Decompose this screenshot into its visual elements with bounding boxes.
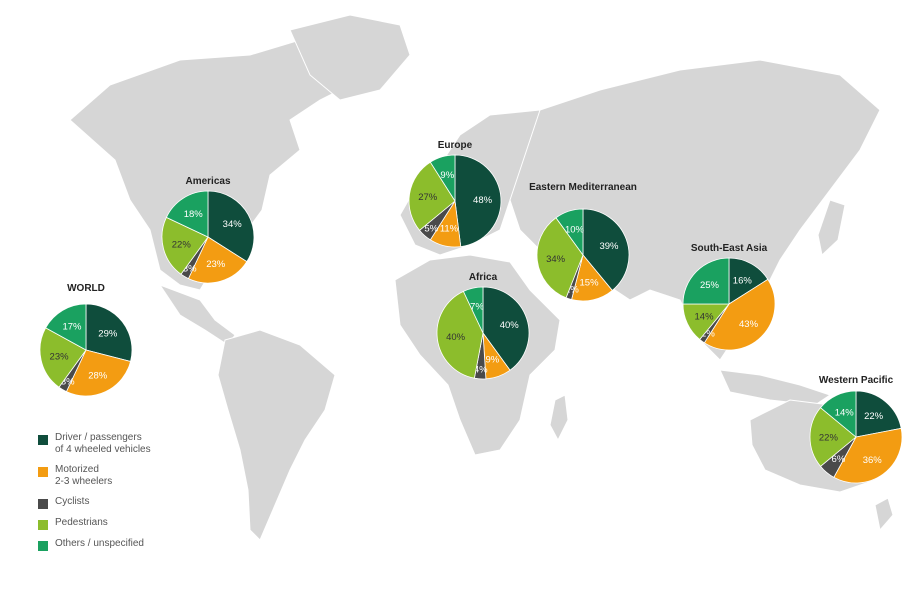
legend-swatch — [38, 520, 48, 530]
pie-south-east-asia: 16% 43% 2% 14% 25% South-East Asia — [682, 243, 776, 351]
pie-slice-pedestrians — [408, 161, 456, 231]
slice-label-4-wheeled: 29% — [98, 329, 118, 340]
pie-slice-4-wheeled — [85, 303, 133, 362]
slice-label-2-3-wheelers: 28% — [88, 370, 108, 381]
legend-label: Cyclists — [55, 496, 90, 507]
legend-item-pedestrians: Pedestrians — [38, 517, 248, 530]
pie-slice-2-3-wheelers — [833, 427, 903, 484]
map-new-zealand — [874, 497, 894, 532]
pie-slice-2-3-wheelers — [703, 278, 776, 351]
slice-label-4-wheeled: 48% — [473, 195, 493, 206]
pie-slice-4-wheeled — [855, 390, 902, 438]
slice-label-2-3-wheelers: 36% — [863, 455, 883, 466]
map-japan — [817, 199, 846, 256]
legend-swatch — [38, 541, 48, 551]
map-madagascar — [549, 394, 569, 442]
slice-label-2-3-wheelers: 43% — [739, 319, 759, 330]
pie-title: Africa — [469, 272, 498, 283]
slice-label-4-wheeled: 22% — [864, 411, 884, 422]
pie-charts: 29% 28% 3% 23% 17% WORLD 34% 23% 3% 22% 18% America… — [39, 140, 903, 484]
slice-label-others: 25% — [700, 280, 720, 291]
pie-slice-others — [429, 154, 456, 203]
legend-swatch — [38, 499, 48, 509]
slice-label-others: 9% — [440, 170, 454, 181]
map-south-america — [217, 329, 336, 541]
slice-label-pedestrians: 22% — [172, 239, 192, 250]
pie-slice-4-wheeled — [728, 257, 769, 305]
pie-slice-others — [682, 257, 730, 305]
pie-slice-pedestrians — [809, 407, 857, 467]
slice-label-cyclists: 5% — [424, 223, 438, 234]
pie-title: Americas — [185, 176, 230, 187]
legend-swatch — [38, 435, 48, 445]
pie-slice-others — [555, 208, 584, 257]
pie-title: Eastern Mediterranean — [529, 182, 637, 193]
pie-slice-others — [819, 390, 857, 438]
legend-label: Motorized 2-3 wheelers — [55, 464, 113, 487]
slice-label-pedestrians: 40% — [446, 332, 466, 343]
slice-label-4-wheeled: 40% — [500, 320, 520, 331]
slice-label-2-3-wheelers: 9% — [485, 354, 499, 365]
slice-label-others: 10% — [565, 224, 585, 235]
slice-label-cyclists: 2% — [565, 285, 579, 296]
slice-label-4-wheeled: 34% — [223, 219, 243, 230]
pie-western-pacific: 22% 36% 6% 22% 14% Western Pacific — [809, 375, 903, 484]
pie-slice-4-wheeled — [482, 286, 530, 371]
pie-slice-2-3-wheelers — [65, 349, 132, 397]
slice-label-cyclists: 6% — [832, 454, 846, 465]
pie-slice-others — [462, 286, 484, 334]
slice-label-pedestrians: 14% — [695, 311, 715, 322]
legend-item-others: Others / unspecified — [38, 538, 248, 551]
slice-label-4-wheeled: 16% — [733, 275, 753, 286]
slice-label-2-3-wheelers: 15% — [580, 277, 600, 288]
legend-item-cyclists: Cyclists — [38, 496, 248, 509]
slice-label-others: 17% — [62, 322, 82, 333]
pie-americas: 34% 23% 3% 22% 18% Americas — [161, 176, 255, 284]
legend-label: Driver / passengers of 4 wheeled vehicle… — [55, 432, 151, 455]
slice-label-others: 18% — [184, 209, 204, 220]
legend-item-2-3-wheelers: Motorized 2-3 wheelers — [38, 464, 248, 488]
pie-eastern-mediterranean: 39% 15%2% 34% 10% Eastern Mediterranean — [529, 182, 637, 302]
slice-label-pedestrians: 22% — [819, 433, 839, 444]
pie-title: WORLD — [67, 283, 105, 294]
slice-label-2-3-wheelers: 11% — [440, 223, 459, 234]
slice-label-2-3-wheelers: 23% — [206, 259, 226, 270]
map-indonesia — [719, 369, 832, 406]
slice-label-cyclists: 3% — [183, 263, 197, 274]
legend-item-4-wheeled: Driver / passengers of 4 wheeled vehicle… — [38, 432, 248, 456]
map-central-america — [158, 283, 236, 346]
slice-label-pedestrians: 34% — [546, 254, 566, 265]
pie-slice-others — [165, 190, 209, 238]
pie-africa: 40% 9%4% 40% 7% Africa — [436, 272, 530, 380]
map-greenland — [289, 14, 411, 101]
map-north-america — [69, 39, 361, 291]
pie-world: 29% 28% 3% 23% 17% WORLD — [39, 283, 133, 397]
pie-slice-others — [45, 303, 87, 351]
legend: Driver / passengers of 4 wheeled vehicle… — [38, 432, 248, 559]
slice-label-cyclists: 3% — [61, 376, 75, 387]
legend-label: Others / unspecified — [55, 538, 144, 549]
slice-label-others: 14% — [835, 408, 855, 419]
pie-slice-pedestrians — [39, 327, 87, 388]
pie-europe: 48% 11%5% 27%9% Europe — [408, 140, 502, 248]
pie-slice-pedestrians — [436, 290, 484, 379]
slice-label-pedestrians: 27% — [418, 192, 438, 203]
slice-label-4-wheeled: 39% — [599, 241, 619, 252]
slice-label-others: 7% — [470, 302, 484, 313]
pie-slice-4-wheeled — [454, 154, 502, 248]
legend-swatch — [38, 467, 48, 477]
pie-slice-pedestrians — [536, 217, 584, 299]
slice-label-cyclists: 2% — [701, 329, 715, 340]
slice-label-cyclists: 4% — [474, 364, 488, 375]
pie-title: South-East Asia — [691, 243, 768, 254]
pie-title: Western Pacific — [819, 375, 894, 386]
pie-slice-4-wheeled — [582, 208, 630, 292]
legend-label: Pedestrians — [55, 517, 108, 528]
slice-label-pedestrians: 23% — [50, 352, 70, 363]
pie-title: Europe — [438, 140, 473, 151]
